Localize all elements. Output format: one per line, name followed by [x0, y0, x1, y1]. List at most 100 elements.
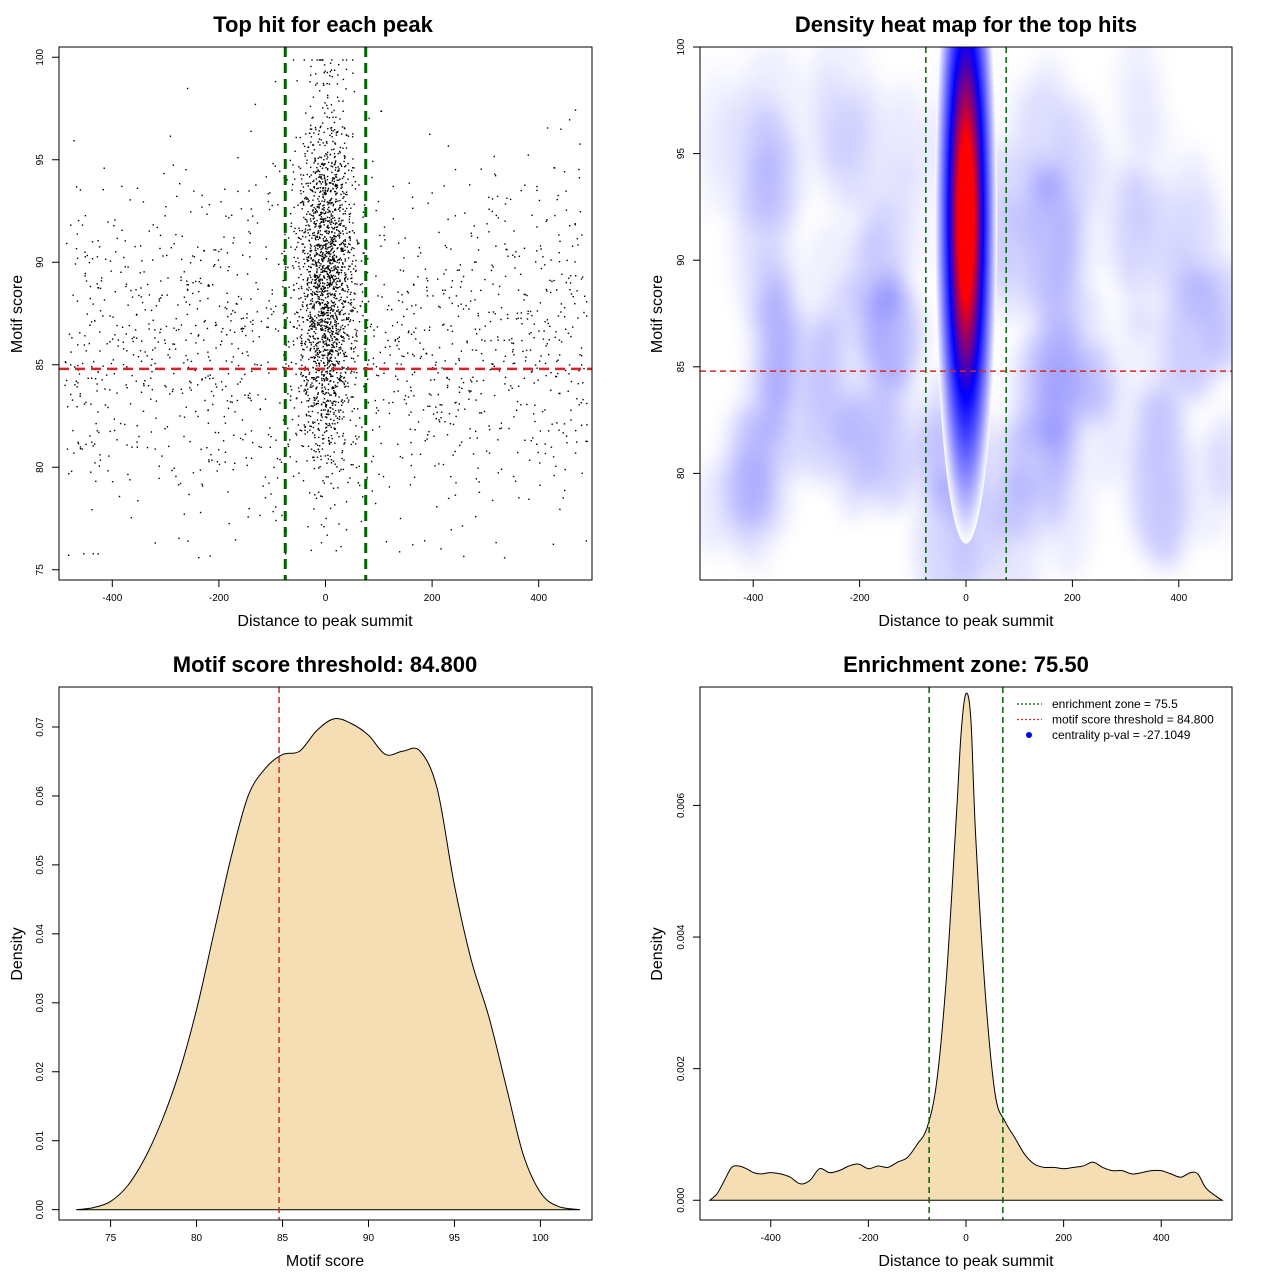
scatter-point [139, 350, 142, 352]
scatter-point [326, 534, 328, 536]
scatter-point [312, 259, 315, 261]
scatter-point [242, 254, 244, 256]
scatter-point [327, 302, 329, 305]
scatter-point [585, 440, 587, 443]
scatter-point [313, 357, 316, 360]
scatter-point [341, 302, 343, 304]
scatter-point [504, 383, 506, 385]
scatter-point [338, 272, 340, 274]
scatter-point [321, 306, 323, 309]
scatter-point [332, 255, 334, 258]
scatter-point [544, 264, 546, 266]
scatter-point [344, 301, 346, 303]
scatter-point [391, 325, 394, 327]
scatter-point [304, 236, 307, 238]
scatter-point [321, 234, 323, 236]
scatter-point [322, 308, 324, 310]
scatter-point [93, 360, 95, 363]
scatter-point [320, 177, 322, 179]
scatter-point [343, 443, 345, 445]
scatter-point [352, 306, 354, 309]
scatter-point [301, 364, 303, 367]
scatter-point [426, 353, 428, 355]
scatter-point [306, 460, 308, 462]
heatmap-x-tick-label: 400 [1170, 593, 1187, 604]
scatter-point [317, 314, 319, 316]
scatter-point [313, 195, 315, 197]
scatter-point [302, 316, 304, 319]
scatter-point [77, 382, 79, 384]
scatter-point [340, 335, 342, 337]
scatter-point [369, 325, 372, 328]
scatter-point [296, 337, 298, 339]
scatter-point [320, 211, 322, 214]
scatter-point [574, 261, 576, 263]
scatter-point [232, 356, 235, 358]
scatter-point [189, 387, 191, 389]
scatter-point [267, 326, 269, 329]
scatter-point [322, 311, 325, 313]
scatter-point [333, 250, 335, 252]
scatter-point [343, 400, 346, 402]
scatter-point [337, 352, 339, 355]
scatter-point [314, 360, 316, 363]
scatter-point [305, 309, 308, 312]
scatter-point [314, 356, 316, 359]
scatter-point [565, 435, 568, 437]
scatter-point [332, 183, 334, 185]
scatter-point [186, 284, 188, 286]
scatter-point [342, 367, 344, 369]
scatter-point [85, 401, 87, 404]
scatter-point [316, 275, 319, 277]
scatter-point [338, 224, 340, 226]
scatter-point [329, 380, 331, 383]
scatter-point [565, 328, 567, 330]
scatter-point [339, 244, 341, 246]
scatter-point [308, 265, 310, 268]
scatter-point [331, 387, 333, 389]
scatter-point [304, 343, 307, 346]
scatter-point [320, 218, 322, 221]
scatter-point [359, 305, 362, 307]
scatter-point [91, 441, 93, 443]
scatter-point [306, 269, 308, 271]
scatter-point [217, 431, 220, 434]
scatter-point [290, 395, 292, 397]
scatter-point [328, 352, 331, 354]
scatter-point [305, 112, 307, 114]
scatter-point [319, 144, 321, 146]
scatter-point [494, 173, 496, 175]
scatter-point [313, 402, 315, 404]
scatter-point [358, 465, 360, 467]
scatter-point [523, 377, 525, 379]
scatter-point [300, 285, 303, 288]
scatter-point [508, 339, 511, 341]
scatter-point [309, 213, 311, 215]
scatter-point [160, 328, 162, 330]
scatter-point [332, 487, 335, 489]
scatter-point [335, 209, 337, 211]
scatter-point [296, 311, 298, 313]
scatter-point [326, 104, 328, 107]
scatter-point [135, 314, 138, 316]
scatter-point [299, 136, 301, 139]
scatter-point [313, 308, 315, 310]
scatter-point [114, 334, 116, 336]
scatter-point [323, 431, 326, 433]
scatter-point [326, 116, 328, 118]
scatter-point [422, 348, 425, 350]
scatter-point [323, 218, 325, 220]
scatter-point [310, 320, 313, 322]
scatter-point [540, 355, 542, 357]
scatter-point [351, 230, 354, 232]
scatter-point [334, 226, 336, 229]
scatter-point [115, 251, 117, 253]
scatter-point [190, 389, 192, 391]
scatter-point [337, 259, 339, 261]
scatter-point [331, 171, 333, 174]
scatter-point [576, 441, 578, 443]
scatter-xlabel: Distance to peak summit [237, 613, 413, 630]
scatter-point [306, 260, 309, 262]
scatter-point [330, 360, 333, 362]
scatter-point [553, 167, 556, 169]
